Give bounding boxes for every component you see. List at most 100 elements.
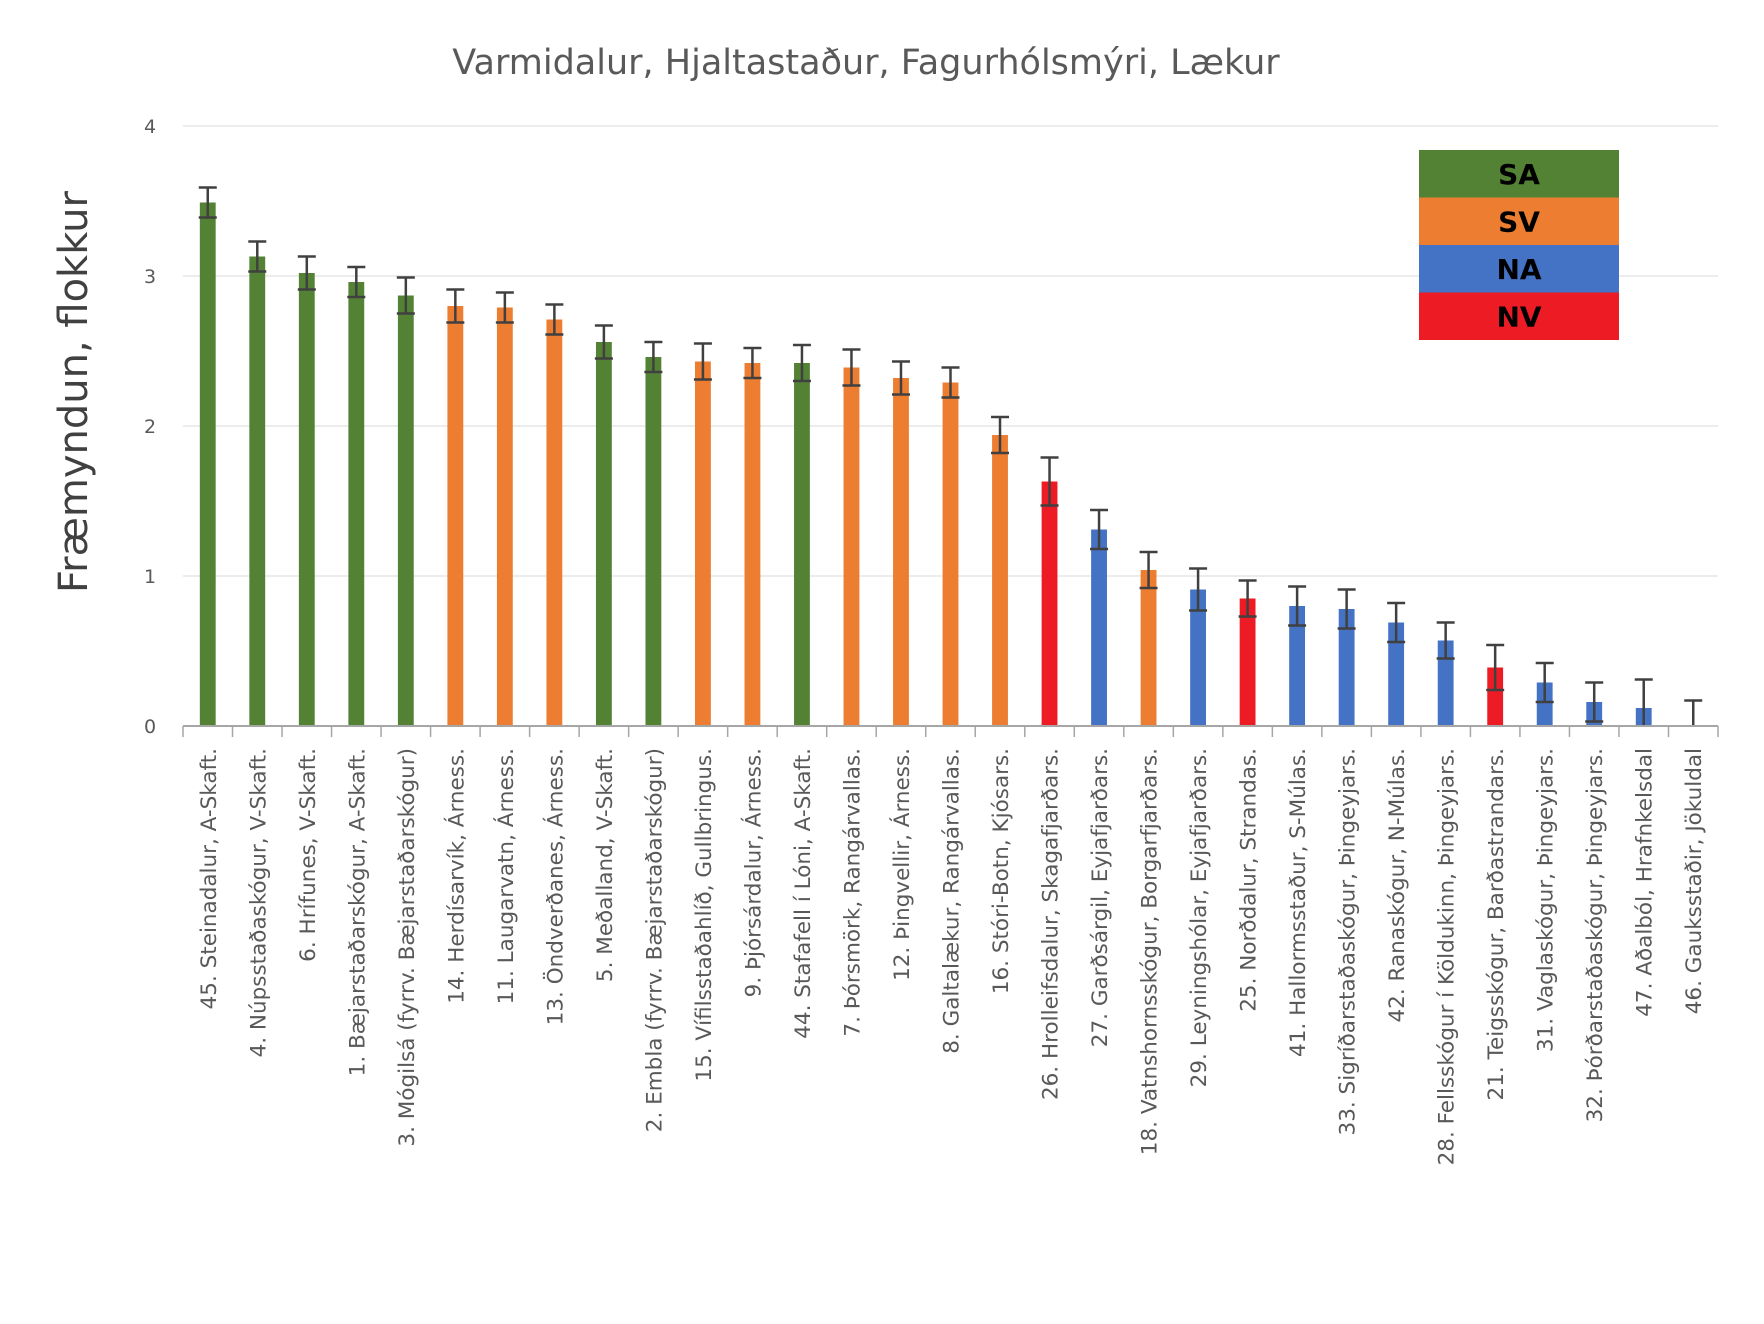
bar [595, 342, 612, 726]
y-tick-label: 2 [144, 416, 156, 438]
x-tick-label: 13. Öndverðanes, Árness. [542, 748, 568, 1025]
legend-item-sv: SV [1419, 197, 1619, 245]
bar [1239, 598, 1256, 726]
bar [1091, 529, 1107, 726]
error-bar [446, 288, 465, 324]
bar [1289, 606, 1306, 726]
error-bar [347, 265, 366, 299]
legend-swatch [1419, 245, 1619, 293]
error-bar [1535, 661, 1554, 704]
x-tick-label: 9. Þjórsárdalur, Árness. [740, 748, 766, 997]
bar [1536, 682, 1553, 726]
error-bar [743, 346, 762, 380]
bar [992, 435, 1008, 726]
bar [1487, 667, 1504, 726]
x-tick-label: 31. Vaglaskógur, Þingeyjars. [1534, 748, 1559, 1052]
error-bar [545, 303, 564, 336]
error-bar [495, 291, 514, 324]
legend-swatch [1419, 150, 1619, 198]
error-bar [1040, 456, 1059, 507]
x-tick-label: 27. Garðsárgil, Eyjafjarðars. [1088, 748, 1113, 1047]
error-bar [1486, 643, 1505, 692]
bar [1388, 622, 1405, 726]
x-tick-label: 21. Teigsskógur, Barðastrandars. [1484, 748, 1509, 1100]
error-bar [941, 366, 960, 399]
bar [199, 202, 216, 726]
x-tick-label: 28. Fellsskógur í Köldukinn, Þingeyjars. [1435, 748, 1460, 1165]
x-tick-label: 8. Galtalækur, Rangárvallas. [940, 748, 965, 1054]
x-tick-label: 29. Leyningshólar, Eyjafjarðars. [1187, 748, 1212, 1087]
error-bar [1684, 699, 1703, 726]
x-tick-label: 15. Vífilsstaðahlíð, Gullbringus. [692, 748, 717, 1082]
error-bar [792, 343, 811, 383]
x-tick-label: 25. Norðdalur, Strandas. [1237, 748, 1262, 1012]
error-bar [1585, 681, 1604, 723]
x-tick-label: 33. Sigríðarstaðaskógur, Þingeyjars. [1336, 748, 1361, 1135]
bar [1140, 570, 1157, 726]
bar [496, 307, 513, 726]
error-bar [297, 255, 316, 291]
error-bar [1238, 579, 1257, 618]
y-tick-label: 4 [144, 116, 156, 138]
x-tick-labels: 45. Steinadalur, A-Skaft. 4. Núpsstaðaskó… [197, 748, 1707, 1165]
y-tick-label: 0 [144, 716, 156, 738]
error-bar [644, 340, 663, 374]
legend-item-na: NA [1419, 245, 1619, 293]
x-tick-label: 32. Þórðarstaðaskógur, Þingeyjars. [1583, 748, 1608, 1122]
error-bar [396, 276, 415, 315]
error-bar [1139, 550, 1158, 590]
bar [397, 295, 414, 726]
x-tick-label: 1. Bæjarstaðarskógur, A-Skaft. [345, 748, 370, 1076]
bars [199, 202, 1652, 726]
bar [1041, 481, 1058, 726]
bar [249, 256, 266, 726]
x-tick-label: 45. Steinadalur, A-Skaft. [197, 748, 222, 1009]
x-tick-label: 5. Meðalland, V-Skaft. [593, 748, 618, 982]
bar [893, 378, 909, 726]
x-tick-label: 46. Gauksstaðir, Jökuldal [1682, 748, 1707, 1014]
bar [694, 361, 711, 726]
error-bar [991, 415, 1010, 455]
bar [942, 382, 959, 726]
chart-title: Varmidalur, Hjaltastaður, Fagurhólsmýri,… [452, 43, 1280, 83]
x-tick-label: 12. Þingvellir, Árness. [889, 748, 915, 981]
bar [546, 319, 563, 726]
x-tick-label: 16. Stóri-Botn, Kjósars. [989, 748, 1014, 994]
error-bar [1387, 601, 1406, 644]
y-ticks: 0 1 2 3 4 [144, 116, 156, 738]
error-bar [842, 348, 861, 387]
legend-label: SV [1498, 205, 1540, 238]
x-tick-label: 41. Hallormsstaður, S-Múlas. [1286, 748, 1311, 1057]
x-tick-label: 2. Embla (fyrrv. Bæjarstaðarskógur) [642, 748, 667, 1132]
bar [843, 367, 860, 726]
error-bars [198, 186, 1703, 726]
error-bar [891, 360, 910, 396]
y-axis-label: Fræmyndun, flokkur [51, 191, 97, 593]
legend-label: NV [1496, 300, 1541, 333]
error-bar [1634, 678, 1653, 726]
legend-swatch [1419, 197, 1619, 245]
bar [1338, 609, 1355, 726]
x-tick-label: 3. Mógilsá (fyrrv. Bæjarstaðarskógur) [395, 748, 420, 1147]
legend-label: NA [1496, 253, 1541, 286]
legend-item-nv: NV [1419, 292, 1619, 340]
x-tick-label: 42. Ranaskógur, N-Múlas. [1385, 748, 1410, 1023]
error-bar [693, 342, 712, 381]
x-tick-label: 6. Hrífunes, V-Skaft. [296, 748, 321, 962]
legend-swatch [1419, 292, 1619, 340]
x-tick-label: 14. Herdísarvík, Árness. [443, 748, 469, 1004]
legend-label: SA [1498, 158, 1540, 191]
x-tick-label: 11. Laugarvatn, Árness. [493, 748, 519, 1004]
x-tick-label: 47. Aðalból, Hrafnkelsdal [1633, 748, 1658, 1017]
legend: SA SV NA NV [1419, 150, 1619, 340]
bar [1190, 589, 1207, 726]
bar [298, 273, 315, 726]
x-tick-label: 26. Hrolleifsdalur, Skagafjarðars. [1039, 748, 1064, 1100]
error-bar [1090, 508, 1109, 551]
legend-item-sa: SA [1419, 150, 1619, 198]
error-bar [1189, 567, 1208, 612]
x-tick-label: 44. Stafafell í Lóni, A-Skaft. [791, 748, 816, 1039]
bar [744, 363, 761, 726]
bar [645, 357, 662, 726]
